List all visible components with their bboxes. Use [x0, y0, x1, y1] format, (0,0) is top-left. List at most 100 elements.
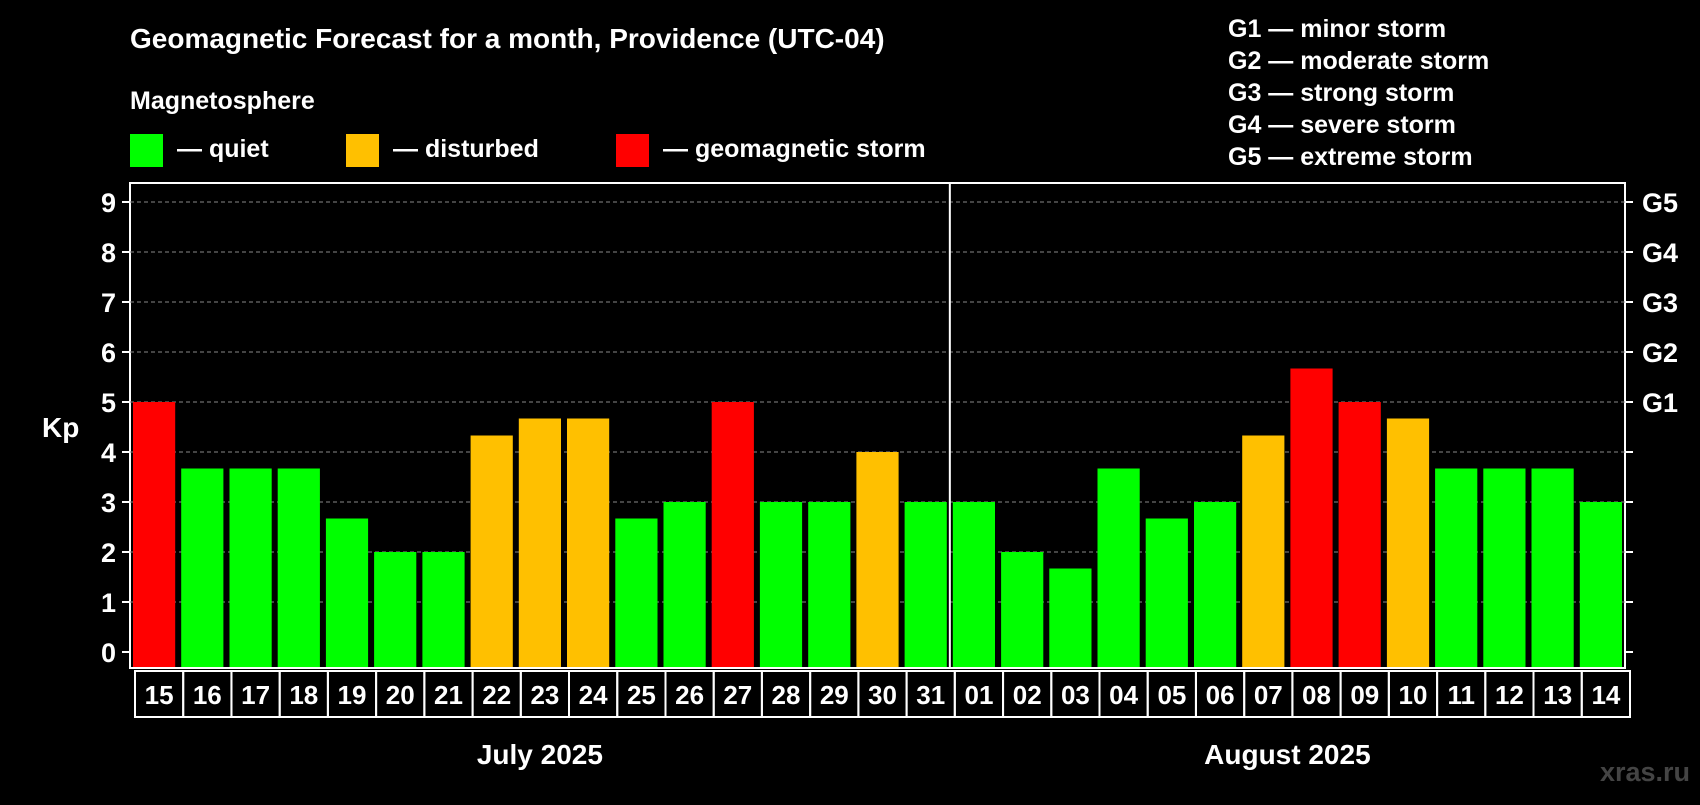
right-tick-label: G5	[1642, 188, 1678, 218]
y-tick-label: 4	[101, 438, 116, 468]
day-label: 13	[1543, 680, 1572, 710]
storm-scale-item: G1 — minor storm	[1228, 15, 1446, 43]
day-label: 16	[193, 680, 222, 710]
legend-label-storm: — geomagnetic storm	[663, 135, 926, 163]
day-label: 01	[965, 680, 994, 710]
day-label: 17	[241, 680, 270, 710]
y-tick-label: 3	[101, 488, 116, 518]
month-label: July 2025	[477, 739, 603, 770]
bar-05	[1145, 518, 1188, 667]
bar-15	[133, 402, 176, 667]
legend: — quiet — disturbed — geomagnetic storm	[130, 134, 926, 167]
bar-22	[470, 435, 513, 667]
day-label: 08	[1302, 680, 1331, 710]
right-tick-label: G3	[1642, 288, 1678, 318]
y-tick-label: 1	[101, 588, 116, 618]
storm-scale-item: G5 — extreme storm	[1228, 143, 1473, 171]
bar-16	[181, 468, 224, 667]
day-label: 12	[1495, 680, 1524, 710]
legend-label-disturbed: — disturbed	[393, 135, 539, 163]
bar-09	[1338, 402, 1381, 667]
day-label-box	[1580, 670, 1632, 718]
legend-swatch-storm	[616, 134, 649, 167]
bar-14	[1579, 502, 1622, 667]
day-label: 31	[916, 680, 945, 710]
bar-08	[1290, 368, 1333, 667]
day-label: 11	[1447, 680, 1475, 710]
day-label: 10	[1399, 680, 1428, 710]
bar-01	[952, 502, 995, 667]
day-label: 26	[675, 680, 704, 710]
day-label: 18	[289, 680, 318, 710]
bar-10	[1386, 418, 1430, 667]
right-tick-label: G1	[1642, 388, 1678, 418]
day-label: 20	[386, 680, 415, 710]
day-label: 28	[772, 680, 801, 710]
storm-scale-item: G3 — strong storm	[1228, 79, 1454, 107]
bar-12	[1483, 468, 1526, 667]
day-label: 22	[482, 680, 511, 710]
plot-frame	[129, 182, 1626, 669]
bar-27	[711, 402, 754, 667]
y-tick-label: 6	[101, 338, 116, 368]
bar-17	[229, 468, 272, 667]
day-label: 06	[1206, 680, 1235, 710]
day-label: 03	[1061, 680, 1090, 710]
legend-swatch-quiet	[130, 134, 163, 167]
bar-04	[1097, 468, 1140, 667]
legend-swatch-disturbed	[346, 134, 379, 167]
y-tick-label: 7	[101, 288, 116, 318]
day-label: 02	[1013, 680, 1042, 710]
storm-scale-item: G4 — severe storm	[1228, 111, 1456, 139]
bar-19	[325, 518, 369, 667]
day-label: 27	[723, 680, 752, 710]
y-tick-label: 2	[101, 538, 116, 568]
day-label: 05	[1157, 680, 1186, 710]
day-label: 09	[1350, 680, 1379, 710]
right-tick-label: G2	[1642, 338, 1678, 368]
bar-25	[615, 518, 658, 667]
y-axis-label: Kp	[42, 412, 79, 443]
chart-title: Geomagnetic Forecast for a month, Provid…	[130, 23, 885, 54]
day-label: 21	[434, 680, 463, 710]
bar-11	[1435, 468, 1478, 667]
bar-24	[567, 418, 610, 667]
month-label: August 2025	[1204, 739, 1371, 770]
bar-21	[422, 552, 465, 667]
y-tick-label: 9	[101, 188, 116, 218]
y-tick-label: 8	[101, 238, 116, 268]
bar-23	[518, 418, 561, 667]
day-label: 19	[338, 680, 367, 710]
day-label: 24	[579, 680, 608, 710]
bar-26	[663, 502, 706, 667]
storm-scale-item: G2 — moderate storm	[1228, 47, 1489, 75]
legend-label-quiet: — quiet	[177, 135, 269, 163]
day-label: 29	[820, 680, 849, 710]
bar-07	[1242, 435, 1285, 667]
bar-02	[1001, 552, 1044, 667]
day-label: 25	[627, 680, 656, 710]
right-tick-label: G4	[1642, 238, 1678, 268]
storm-scale-legend: G1 — minor storm G2 — moderate storm G3 — …	[1228, 15, 1489, 171]
legend-title: Magnetosphere	[130, 87, 315, 115]
y-tick-label: 0	[101, 638, 116, 668]
bar-28	[759, 502, 803, 667]
day-label: 07	[1254, 680, 1283, 710]
bar-03	[1049, 568, 1092, 667]
day-label: 04	[1109, 680, 1138, 710]
day-label: 14	[1591, 680, 1620, 710]
bar-29	[808, 502, 851, 667]
watermark: xras.ru	[1600, 757, 1690, 787]
y-tick-label: 5	[101, 388, 116, 418]
day-label: 30	[868, 680, 897, 710]
bar-30	[856, 452, 899, 667]
day-label: 15	[145, 680, 174, 710]
bar-31	[904, 502, 947, 667]
bar-18	[277, 468, 320, 667]
bar-20	[374, 552, 417, 667]
bar-06	[1194, 502, 1237, 667]
day-label: 23	[530, 680, 559, 710]
bar-13	[1531, 468, 1574, 667]
